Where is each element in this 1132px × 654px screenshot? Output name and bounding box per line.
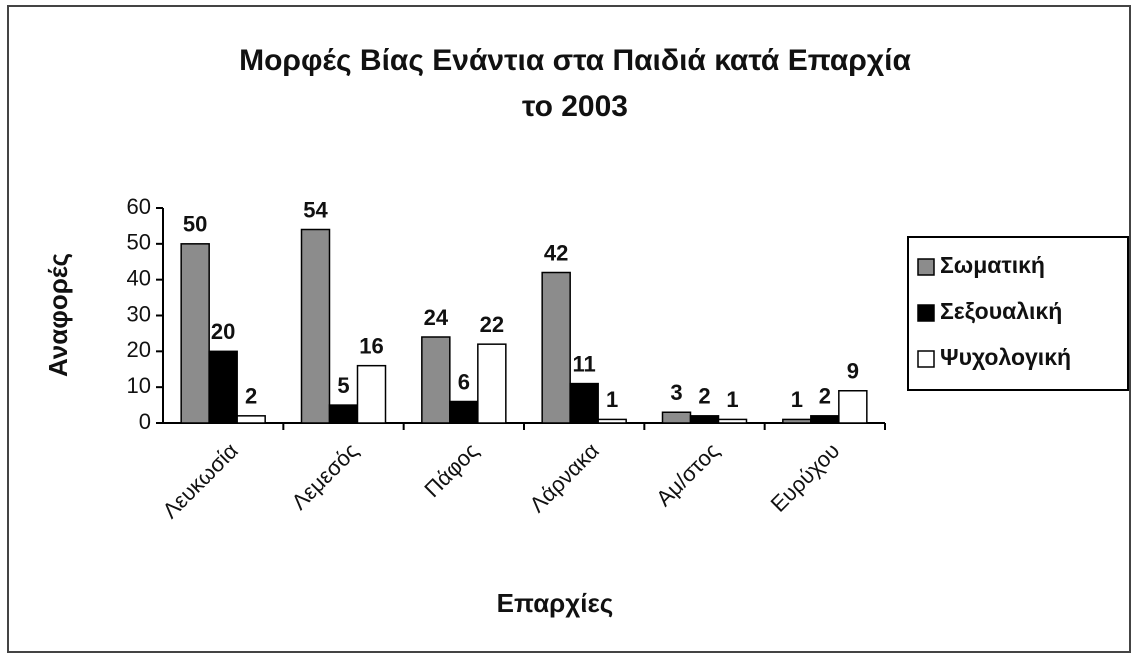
y-tick-label: 10 (127, 373, 151, 398)
bar (661, 411, 692, 424)
legend-swatch (917, 350, 935, 368)
y-tick-label: 20 (127, 337, 151, 362)
legend-label: Σωματική (940, 252, 1045, 278)
bar (810, 415, 840, 424)
bar (449, 400, 479, 424)
bar (328, 404, 359, 424)
legend-label: Ψυχολογική (940, 344, 1071, 370)
bar (356, 364, 387, 424)
legend-label: Σεξουαλική (940, 298, 1062, 324)
bar (180, 243, 210, 424)
data-label: 16 (359, 333, 383, 358)
data-label: 1 (791, 387, 803, 412)
y-tick-label: 50 (127, 230, 151, 255)
data-label: 11 (573, 351, 596, 376)
data-label: 24 (424, 305, 449, 330)
y-axis-label: Αναφορές (43, 253, 73, 377)
bar (236, 415, 266, 424)
chart-title: το 2003 (522, 90, 628, 123)
bar (477, 343, 507, 424)
x-tick-label: Ευρύχου (766, 438, 845, 517)
x-tick-label: Λευκωσία (158, 438, 243, 523)
bar (300, 228, 331, 424)
data-label: 9 (847, 359, 859, 384)
y-tick-label: 60 (127, 194, 151, 219)
x-axis-label: Επαρχίες (497, 588, 614, 618)
x-tick-label: Αμ/στος (651, 438, 724, 511)
data-label: 2 (819, 384, 831, 409)
bar (421, 336, 451, 424)
y-tick-label: 40 (127, 265, 151, 290)
bar (597, 418, 627, 424)
data-label: 54 (303, 197, 328, 222)
bar (208, 350, 238, 424)
bar (782, 418, 812, 424)
bar (569, 382, 599, 424)
data-label: 42 (544, 240, 568, 265)
bar (717, 418, 748, 424)
legend-swatch (917, 258, 935, 276)
bar (838, 390, 868, 424)
legend-box (907, 236, 1129, 391)
data-label: 2 (245, 384, 257, 409)
chart-title: Μορφές Βίας Ενάντια στα Παιδιά κατά Επαρ… (239, 44, 911, 77)
x-tick-label: Πάφος (419, 438, 483, 502)
data-label: 1 (606, 387, 618, 412)
x-tick-label: Λεμεσός (286, 438, 363, 515)
data-label: 3 (670, 380, 682, 405)
bar (541, 271, 571, 424)
legend-swatch (917, 304, 935, 322)
data-label: 6 (458, 369, 470, 394)
bar (689, 415, 720, 424)
chart-frame (7, 5, 1131, 653)
data-label: 22 (480, 312, 504, 337)
data-label: 5 (337, 373, 349, 398)
y-tick-label: 30 (127, 301, 151, 326)
data-label: 1 (726, 387, 738, 412)
y-tick-label: 0 (139, 409, 151, 434)
x-tick-label: Λάρνακα (525, 438, 604, 517)
data-label: 50 (183, 212, 207, 237)
data-label: 20 (211, 319, 235, 344)
data-label: 2 (698, 384, 710, 409)
